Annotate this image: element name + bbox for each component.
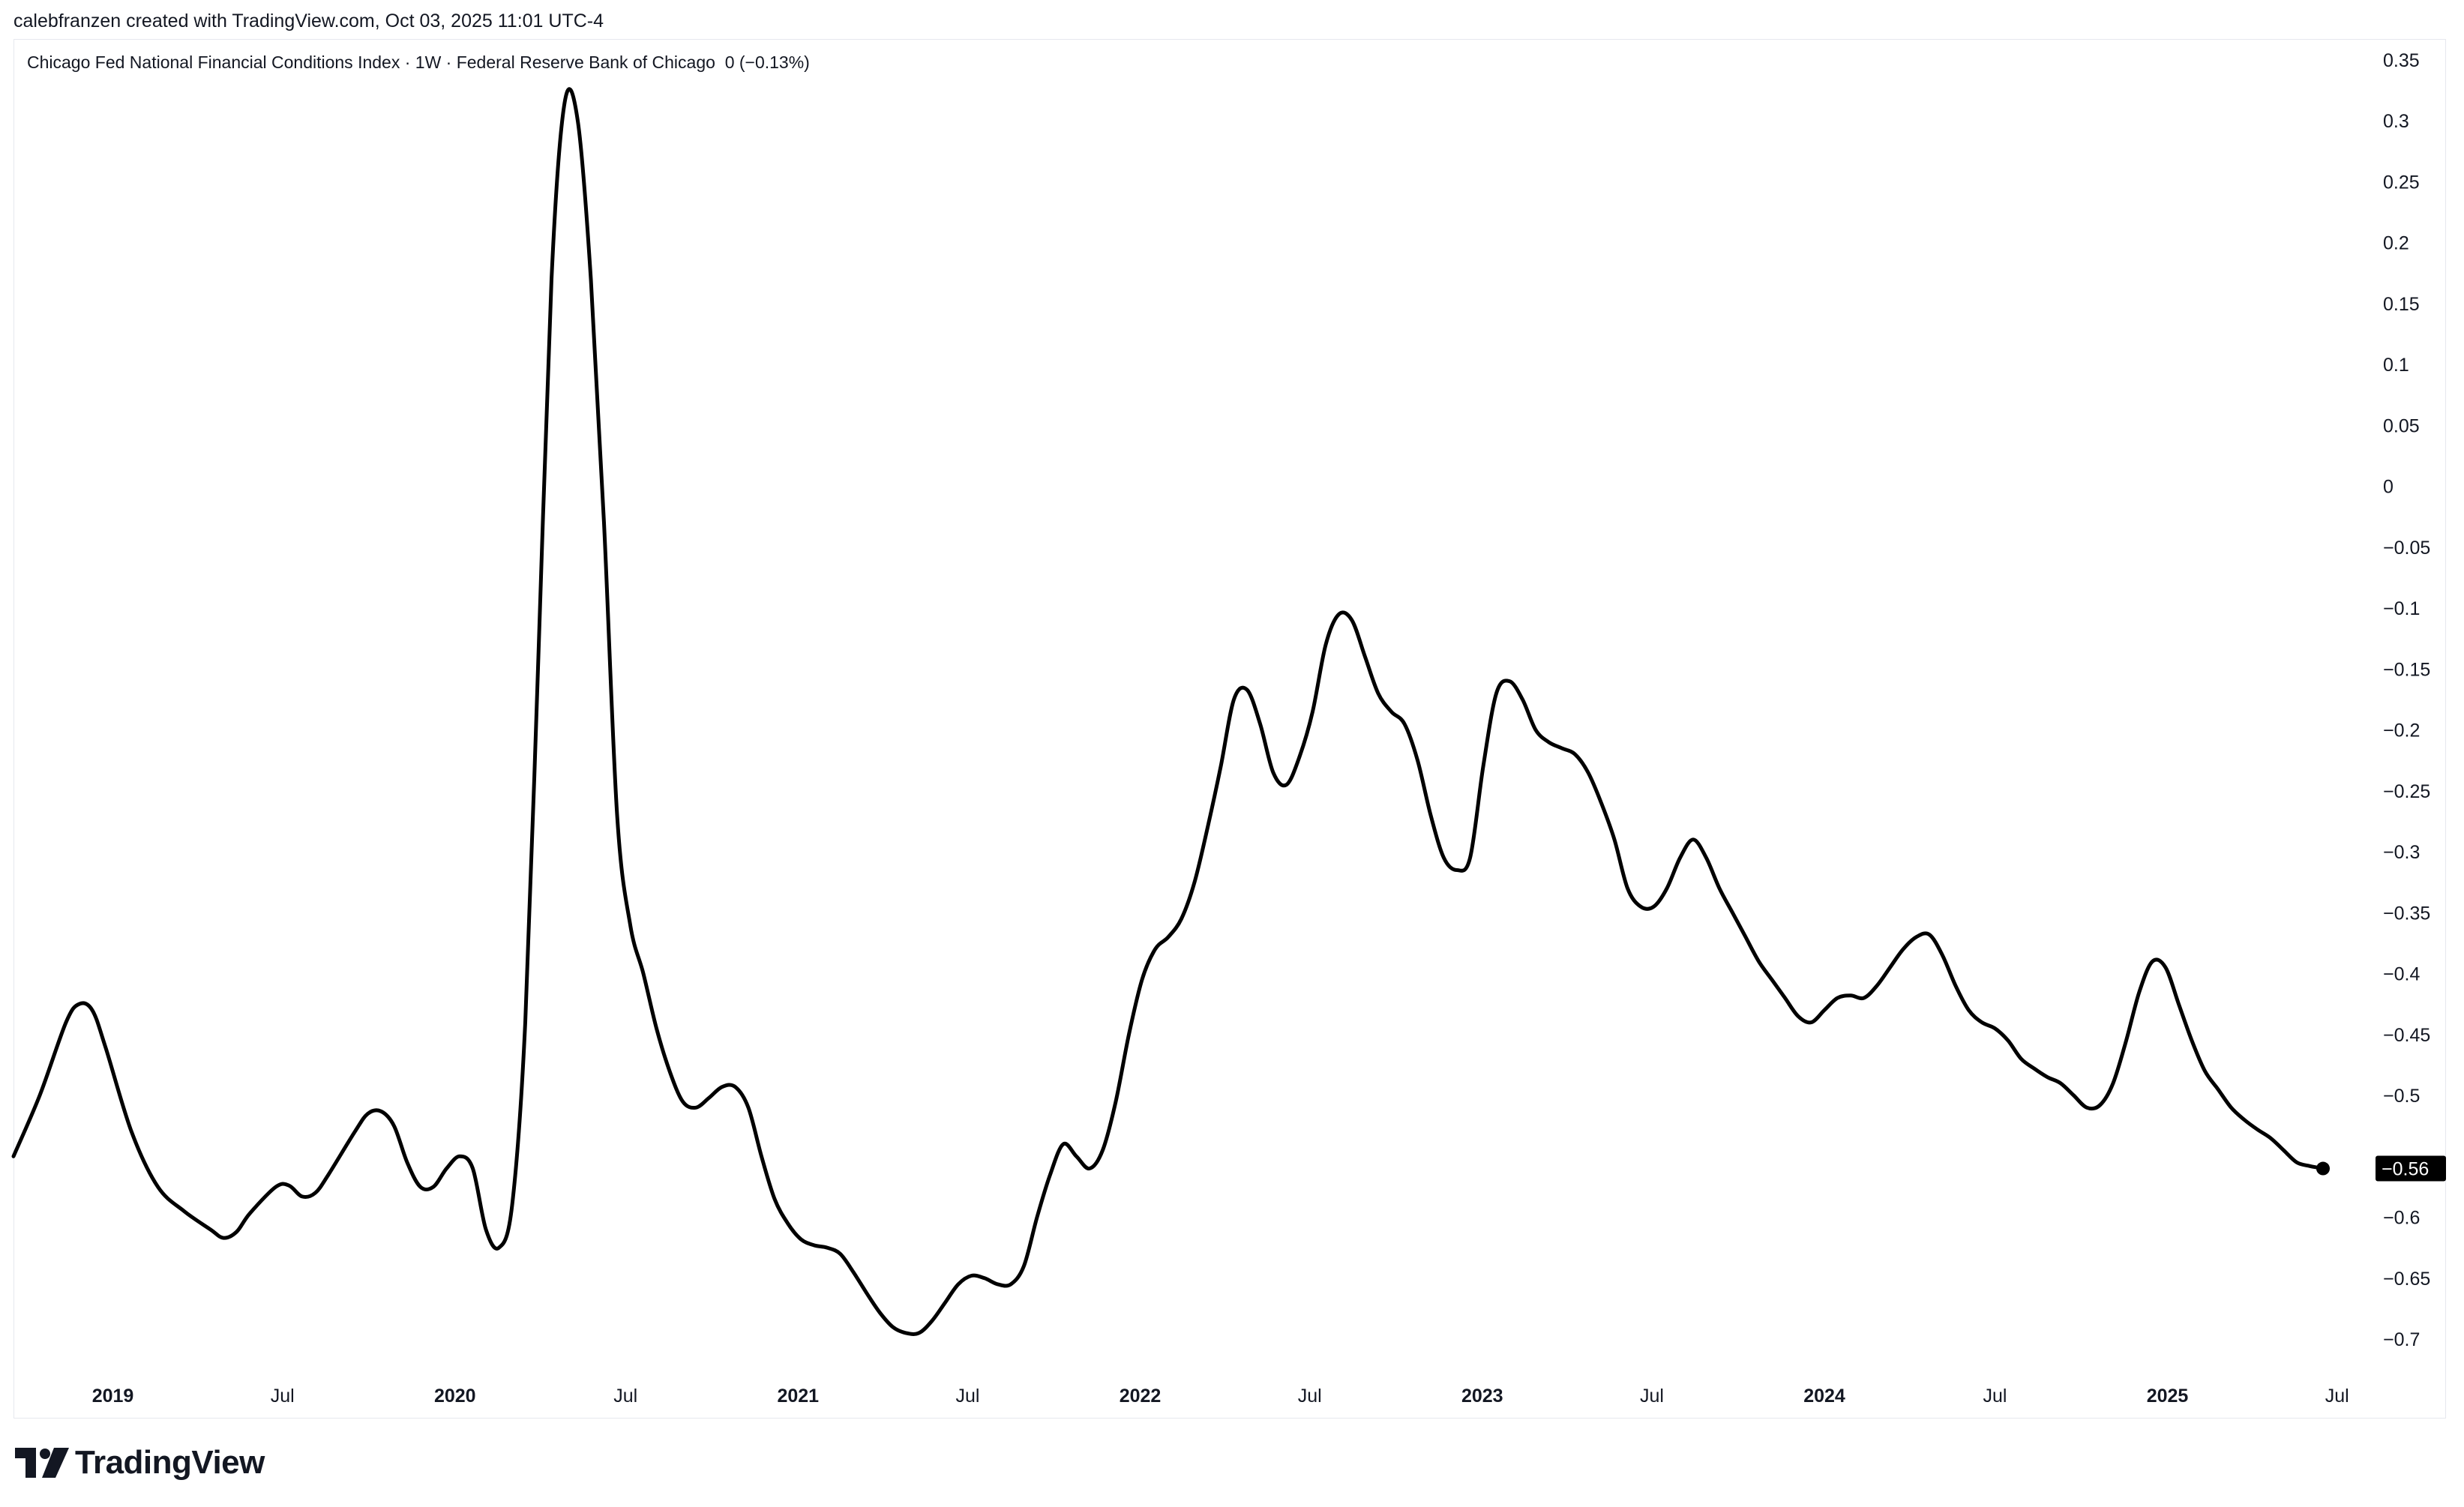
y-tick-label: −0.1 (2383, 598, 2420, 619)
last-value-badge-bg (2376, 1155, 2446, 1182)
y-tick-label: 0.3 (2383, 111, 2409, 132)
x-tick-label: Jul (613, 1386, 637, 1407)
y-tick-label: −0.15 (2383, 659, 2430, 680)
price-axis[interactable]: 0.35 0.3 0.25 0.2 0.15 0.1 0.05 0 −0.05 −0.1 −0.15… (2376, 50, 2446, 1350)
x-tick-label: 2025 (2147, 1386, 2189, 1407)
legend-symbol: Chicago Fed National Financial Condition… (27, 52, 715, 72)
x-tick-label: Jul (1640, 1386, 1664, 1407)
tradingview-logo-icon (15, 1448, 69, 1478)
y-tick-label: −0.25 (2383, 781, 2430, 802)
y-tick-label: −0.6 (2383, 1208, 2420, 1229)
x-tick-label: Jul (271, 1386, 295, 1407)
y-tick-label: −0.35 (2383, 903, 2430, 924)
series-line (11, 87, 2325, 1336)
y-tick-label: −0.3 (2383, 842, 2420, 863)
legend-value: 0 (−0.13%) (724, 52, 810, 72)
last-value-label: −0.56 (2382, 1159, 2429, 1180)
x-tick-label: Jul (2325, 1386, 2349, 1407)
last-point-marker (2316, 1161, 2330, 1176)
tradingview-logo[interactable]: TradingView (15, 1444, 265, 1482)
x-tick-label: 2021 (777, 1386, 819, 1407)
y-tick-label: −0.2 (2383, 721, 2420, 742)
x-tick-label: 2020 (434, 1386, 476, 1407)
x-tick-label: Jul (956, 1386, 980, 1407)
y-tick-label: 0.2 (2383, 233, 2409, 254)
brand-name: TradingView (75, 1444, 265, 1481)
x-tick-label: Jul (1983, 1386, 2007, 1407)
last-value-badge: −0.56 (2376, 1155, 2446, 1182)
y-tick-label: −0.65 (2383, 1269, 2430, 1290)
y-tick-label: −0.45 (2383, 1025, 2430, 1046)
plot-area (11, 87, 2330, 1336)
x-tick-label: Jul (1298, 1386, 1322, 1407)
time-axis[interactable]: 2019 Jul 2020 Jul 2021 Jul 2022 Jul 2023 Jul 2024 J… (92, 1386, 2349, 1407)
y-tick-label: −0.5 (2383, 1086, 2420, 1107)
series-legend[interactable]: Chicago Fed National Financial Condition… (27, 52, 810, 73)
x-tick-label: 2023 (1461, 1386, 1503, 1407)
y-tick-label: 0.05 (2383, 415, 2420, 436)
y-tick-label: 0.35 (2383, 50, 2420, 71)
y-tick-label: 0.1 (2383, 355, 2409, 376)
x-tick-label: 2019 (92, 1386, 134, 1407)
y-tick-label: 0.25 (2383, 172, 2420, 193)
y-tick-label: 0.15 (2383, 294, 2420, 315)
y-tick-label: 0 (2383, 477, 2394, 498)
y-tick-label: −0.4 (2383, 964, 2420, 985)
y-tick-label: −0.05 (2383, 538, 2430, 559)
x-tick-label: 2024 (1803, 1386, 1845, 1407)
y-tick-label: −0.7 (2383, 1329, 2420, 1350)
chart-frame[interactable] (13, 39, 2446, 1419)
x-tick-label: 2022 (1120, 1386, 1162, 1407)
chart-attribution: calebfranzen created with TradingView.co… (13, 10, 604, 31)
